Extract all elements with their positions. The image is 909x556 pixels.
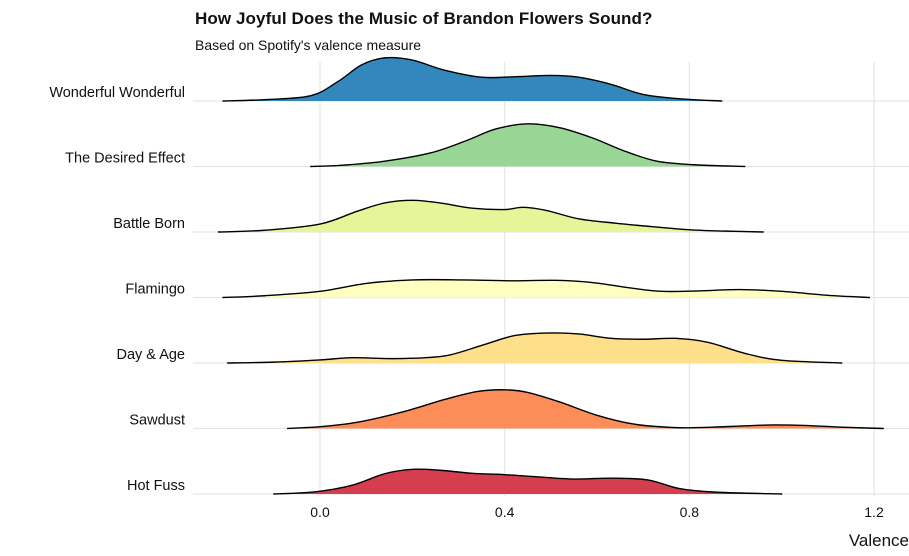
y-tick-label-day-age: Day & Age [116, 347, 185, 363]
chart-title: How Joyful Does the Music of Brandon Flo… [195, 9, 653, 28]
ridge-fill-flamingo [223, 279, 870, 298]
ridge-fill-the-desired-effect [310, 123, 745, 167]
chart-subtitle: Based on Spotify's valence measure [195, 37, 422, 53]
x-axis-ticks: 0.0 0.4 0.8 1.2 [310, 504, 884, 520]
ridge-line-day-age [226, 332, 843, 364]
ridge-line-sawdust [286, 389, 884, 430]
x-axis-label: Valence [848, 531, 909, 550]
y-tick-label-sawdust: Sawdust [129, 413, 185, 429]
ridge-line-hot-fuss [273, 468, 783, 495]
y-tick-label-flamingo: Flamingo [125, 282, 185, 298]
y-tick-label-the-desired-effect: The Desired Effect [65, 151, 185, 167]
y-tick-label-battle-born: Battle Born [113, 216, 185, 232]
x-tick-label-0: 0.0 [310, 504, 330, 520]
ridge-fill-day-age [227, 332, 842, 363]
x-tick-label-2: 0.8 [680, 504, 700, 520]
ridge-line-battle-born [217, 199, 764, 233]
ridges [217, 56, 884, 495]
x-tick-label-3: 1.2 [864, 504, 884, 520]
ridge-fill-hot-fuss [273, 469, 782, 494]
y-axis-labels: Wonderful Wonderful The Desired Effect Bat… [49, 85, 185, 494]
ridge-fill-wonderful-wonderful [223, 57, 722, 101]
ridge-line-flamingo [222, 278, 871, 299]
ridge-fill-sawdust [287, 389, 884, 429]
x-tick-label-1: 0.4 [495, 504, 515, 520]
ridge-line-the-desired-effect [310, 123, 746, 168]
ridge-fill-battle-born [218, 200, 764, 232]
y-tick-label-hot-fuss: Hot Fuss [127, 478, 185, 494]
y-tick-label-wonderful-wonderful: Wonderful Wonderful [49, 85, 185, 101]
ridge-line-wonderful-wonderful [222, 56, 723, 102]
